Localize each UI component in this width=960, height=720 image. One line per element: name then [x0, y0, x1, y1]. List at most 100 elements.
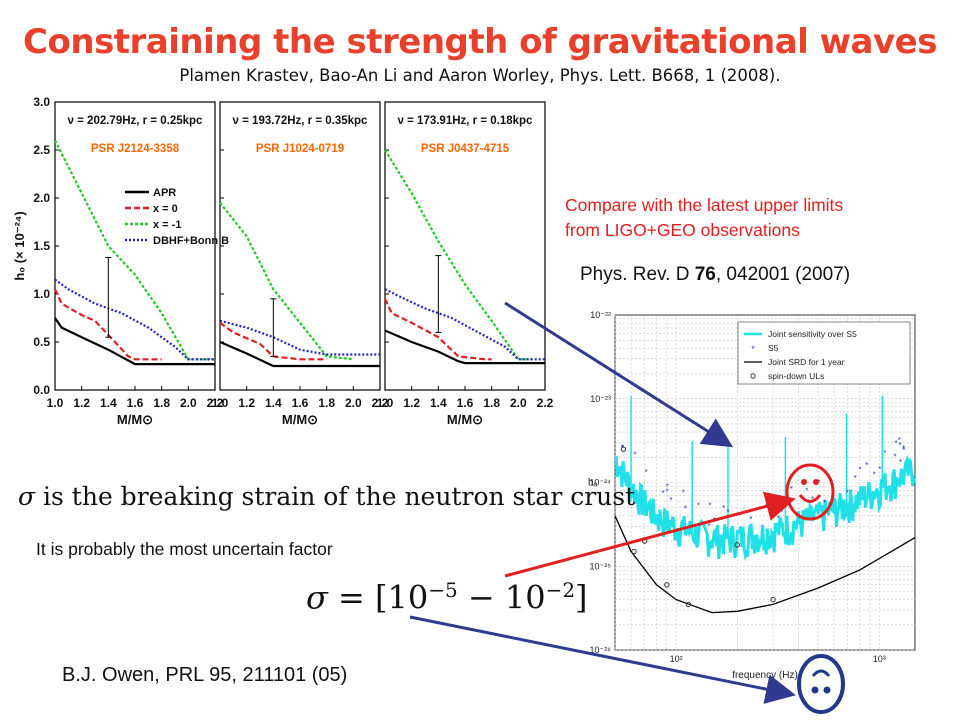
panel-frequency-label: ν = 193.72Hz, r = 0.35kpc — [233, 115, 369, 127]
series-line-dbhf-bonn-b — [384, 288, 545, 361]
x-tick-label: 1.4 — [430, 396, 447, 410]
s5-marker: * — [749, 515, 752, 524]
x-tick-label: 1.6 — [457, 396, 474, 410]
s5-marker: * — [902, 446, 905, 455]
series-line-joint-sensitivity — [614, 454, 917, 561]
spin-down-marker — [620, 446, 627, 452]
x-tick-label: 1.8 — [318, 396, 335, 410]
arrow-to-frown — [409, 615, 796, 704]
legend-entry: x = 0 — [153, 203, 178, 215]
y-tick-label: 1.5 — [33, 239, 50, 253]
ligo-ref-pre: Phys. Rev. D — [580, 264, 695, 285]
sigma-range-close: ] — [575, 578, 588, 617]
s5-marker: * — [707, 522, 710, 531]
pulsar-label: PSR J1024-0719 — [256, 143, 344, 155]
s5-marker: * — [726, 508, 729, 517]
x-tick-label: 2.0 — [345, 396, 362, 410]
s5-marker: * — [805, 486, 808, 495]
y-tick-label: 2.0 — [33, 191, 50, 205]
x-tick-label: 1.2 — [238, 396, 255, 410]
ligo-legend-swatch: * — [751, 344, 755, 354]
x-axis-label: M/M⊙ — [117, 412, 153, 427]
s5-marker: * — [902, 444, 905, 453]
sigma-symbol: σ — [18, 482, 36, 511]
series-line-apr — [54, 317, 215, 366]
s5-marker: * — [697, 502, 700, 511]
x-tick-label: 1.6 — [127, 396, 144, 410]
s5-marker: * — [670, 496, 673, 505]
ligo-y-tick-label: 10⁻²⁵ — [590, 561, 612, 571]
ligo-legend-swatch — [750, 373, 756, 379]
h0-vs-mass-figure: h₀ (× 10⁻²⁴) 0.0 0.5 1.0 1.5 2.0 2.5 3.0 1.0 1.2 1… — [12, 95, 554, 427]
ligo-y-tick-label: 10⁻²⁶ — [590, 645, 612, 655]
x-tick-label: 1.8 — [153, 396, 170, 410]
s5-marker: * — [665, 487, 668, 496]
y-tick-label: 3.0 — [33, 95, 50, 109]
y-tick-label: 0.5 — [33, 335, 50, 349]
x-tick-label: 1.2 — [73, 396, 90, 410]
series-line-x-1 — [384, 149, 532, 361]
spin-down-marker — [664, 582, 670, 588]
compare-line-2: from LIGO+GEO observations — [565, 220, 800, 240]
x-tick-label: 2.2 — [537, 396, 554, 410]
sigma-range-exp2: −2 — [545, 578, 576, 602]
ligo-ref-post: , 042001 (2007) — [715, 264, 851, 285]
x-axis-label: M/M⊙ — [447, 412, 483, 427]
x-tick-label: 1.0 — [377, 396, 394, 410]
compare-line-1: Compare with the latest upper limits — [565, 195, 844, 215]
s5-marker: * — [644, 468, 647, 477]
s5-marker: * — [899, 458, 902, 467]
spin-down-marker — [770, 596, 776, 603]
s5-marker: * — [811, 495, 814, 504]
ligo-y-axis-label: h₀ — [588, 478, 598, 489]
y-tick-label: 2.5 — [33, 143, 50, 157]
y-tick-label: 0.0 — [33, 383, 50, 397]
series-line-x-0 — [219, 321, 327, 361]
panel-frame — [54, 101, 216, 391]
pulsar-label: PSR J2124-3358 — [91, 143, 180, 155]
s5-marker: * — [621, 444, 624, 453]
s5-marker: * — [621, 443, 624, 452]
s5-marker: * — [898, 441, 901, 450]
x-tick-label: 1.0 — [212, 396, 229, 410]
ligo-y-tick-label: 10⁻²⁴ — [589, 478, 611, 488]
panel-frequency-label: ν = 202.79Hz, r = 0.25kpc — [68, 115, 204, 127]
legend-entry: DBHF+Bonn B — [153, 235, 229, 247]
s5-marker: * — [722, 504, 725, 513]
ligo-legend-entry: Joint SRD for 1 year — [768, 357, 845, 367]
s5-marker: * — [823, 499, 826, 508]
s5-marker: * — [666, 482, 669, 491]
slide-subtitle: Plamen Krastev, Bao-An Li and Aaron Worl… — [179, 66, 781, 85]
legend-entry: APR — [153, 187, 176, 199]
smiley-face-icon — [785, 463, 835, 521]
x-tick-label: 1.4 — [100, 396, 117, 410]
ligo-y-tick-label: 10⁻²³ — [590, 394, 611, 404]
x-tick-label: 1.4 — [265, 396, 282, 410]
sigma-definition: σ is the breaking strain of the neutron … — [18, 482, 635, 511]
series-line-x-1 — [219, 202, 354, 361]
compare-note: Compare with the latest upper limits fro… — [565, 193, 843, 243]
x-tick-label: 2.0 — [510, 396, 527, 410]
ligo-x-tick-label: 10² — [670, 654, 683, 664]
ligo-y-tick-label: 10⁻²² — [590, 310, 611, 320]
s5-marker: * — [858, 465, 861, 474]
ligo-x-tick-label: 10³ — [873, 654, 886, 664]
arrow-to-smiley — [504, 491, 796, 578]
s5-marker: * — [893, 452, 896, 461]
x-tick-label: 1.8 — [483, 396, 500, 410]
y-axis-label: h₀ (× 10⁻²⁴) — [12, 211, 27, 280]
s5-marker: * — [883, 449, 886, 458]
series-line-dbhf-bonn-b — [54, 278, 215, 361]
s5-marker: * — [661, 489, 664, 498]
series-line-dbhf-bonn-b — [219, 319, 380, 356]
spin-down-marker — [734, 542, 740, 548]
series-line-x-0 — [384, 298, 492, 361]
x-tick-label: 2.2 — [372, 396, 389, 410]
ligo-legend-entry: Joint sensitivity over S5 — [768, 329, 857, 339]
uncertain-factor-note: It is probably the most uncertain factor — [36, 539, 333, 559]
s5-marker: * — [634, 451, 637, 460]
sigma-range-symbol: σ — [306, 578, 328, 617]
series-line-apr — [384, 329, 545, 365]
